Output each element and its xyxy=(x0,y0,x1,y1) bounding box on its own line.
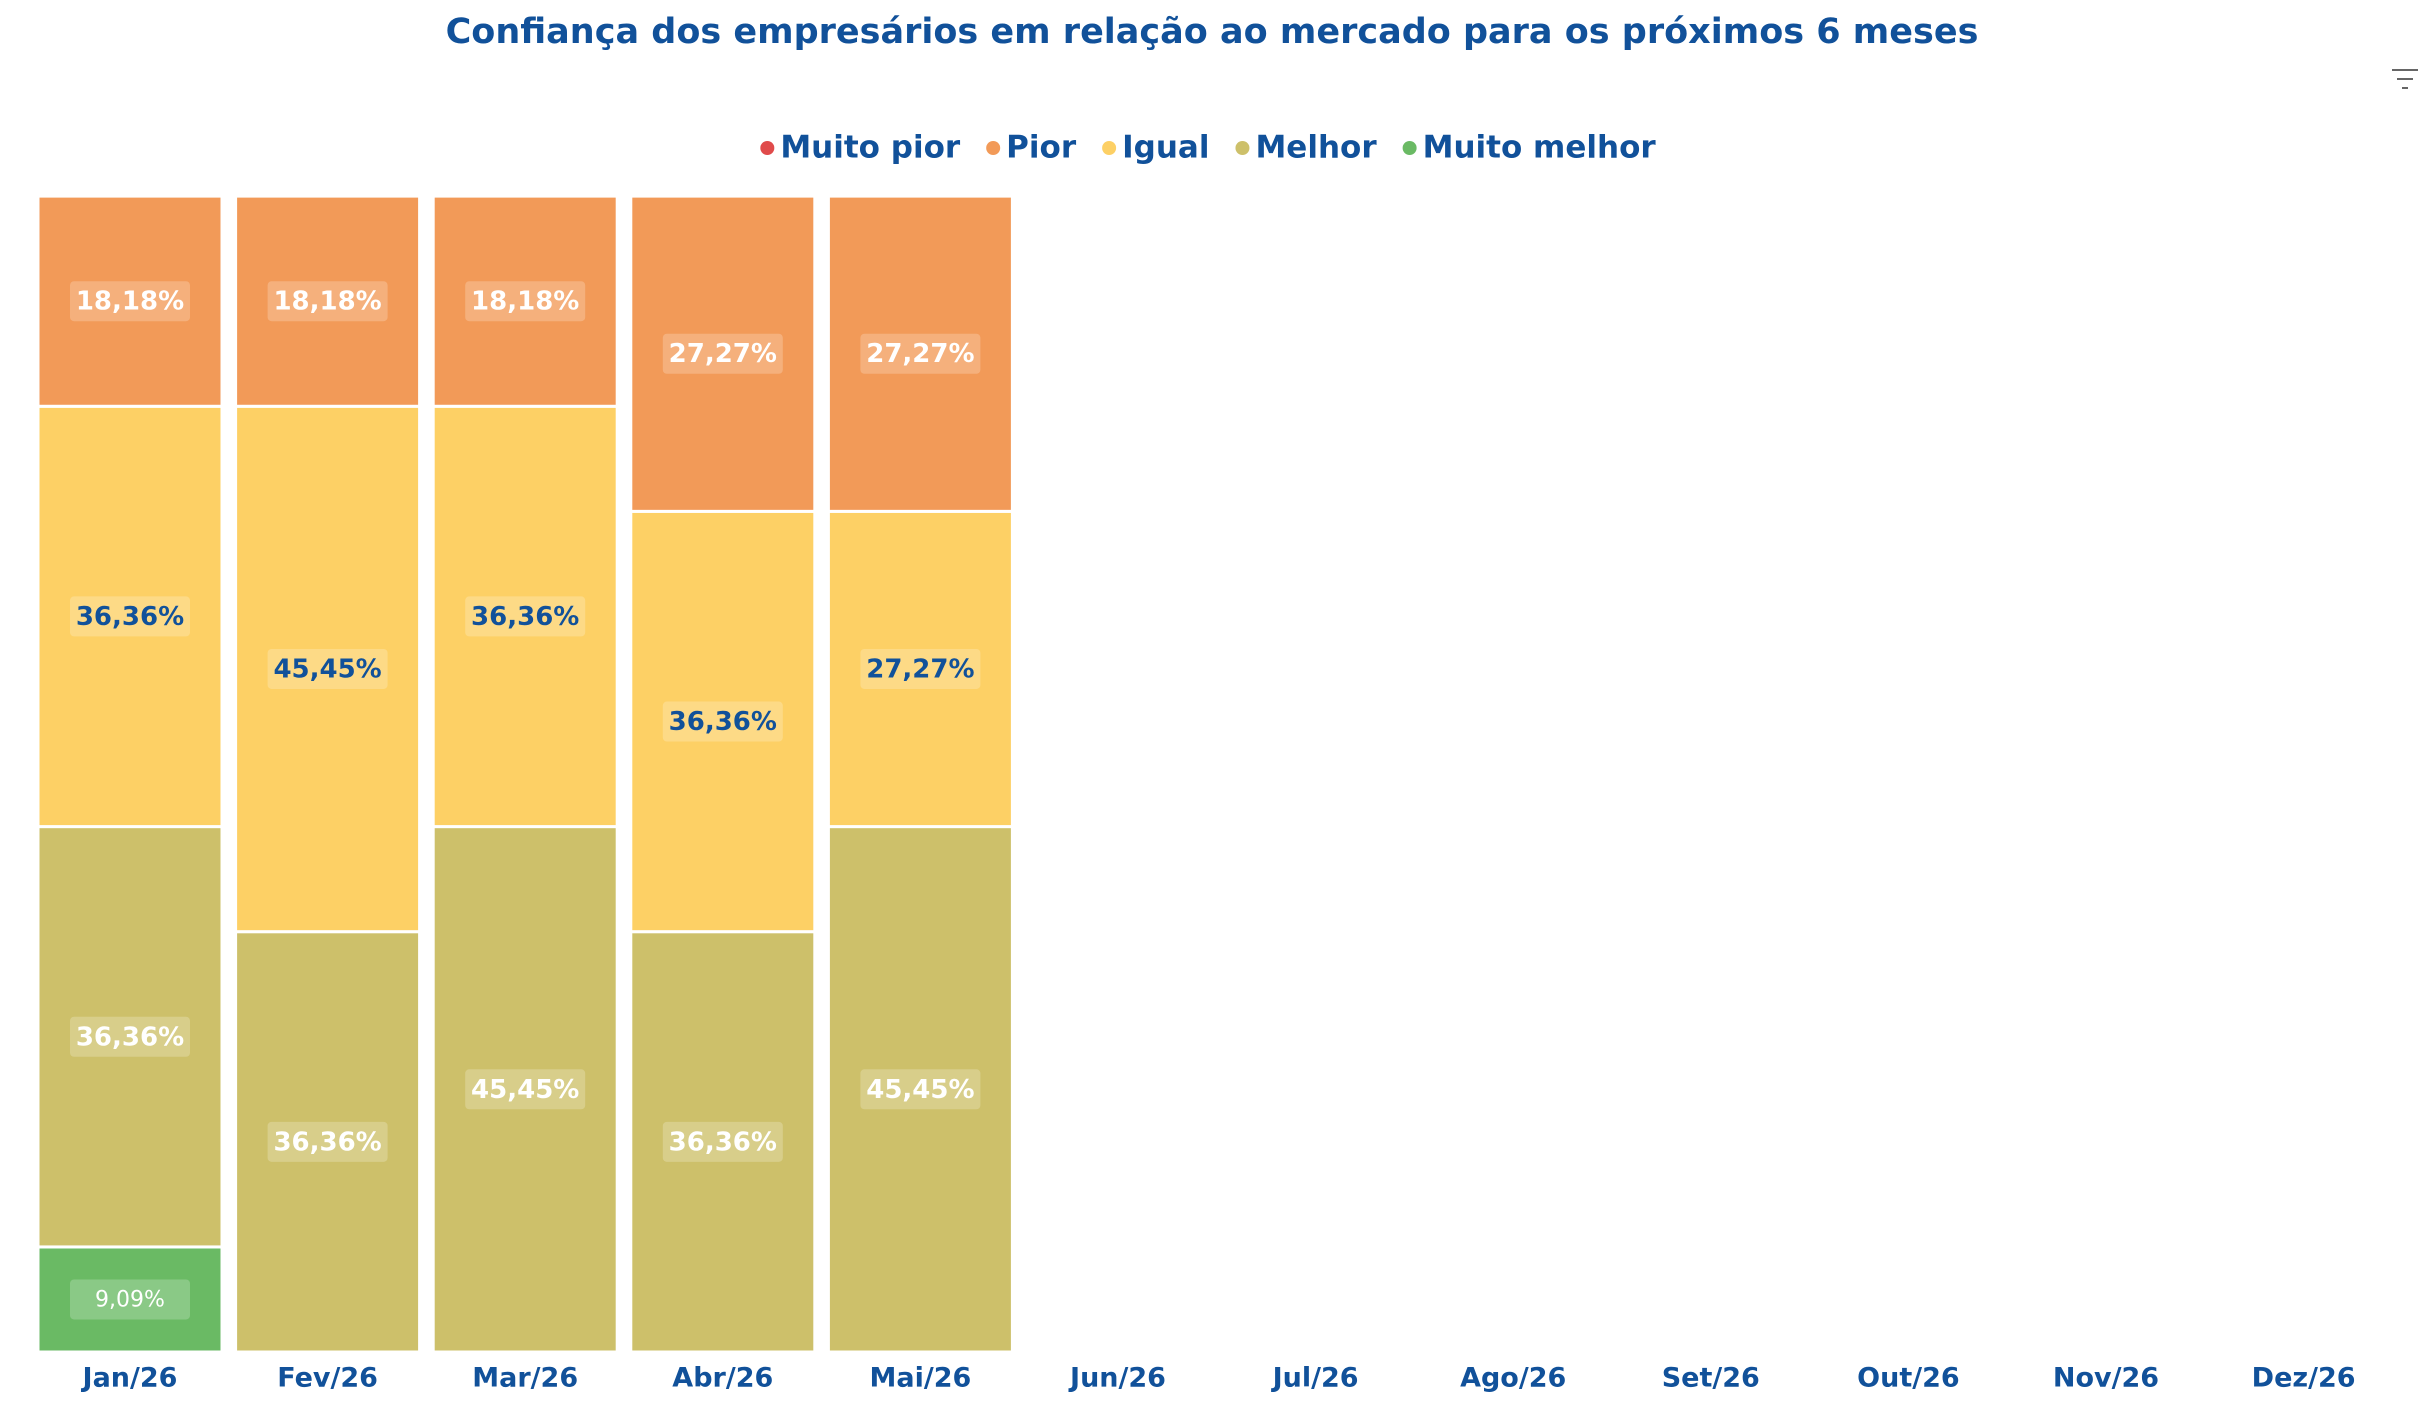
bar-segment xyxy=(826,194,1014,513)
value-label: 45,45% xyxy=(273,654,381,684)
value-label-bg xyxy=(860,1069,981,1110)
legend-marker xyxy=(760,141,775,155)
bar-segment xyxy=(431,404,619,829)
x-tick-label: Ago/26 xyxy=(1460,1363,1566,1394)
value-label: 18,18% xyxy=(471,287,579,317)
bar-segment xyxy=(36,404,224,829)
x-tick-label: Nov/26 xyxy=(2053,1363,2159,1394)
legend-label: Melhor xyxy=(1255,130,1377,166)
x-tick-label: Mai/26 xyxy=(870,1363,972,1394)
value-label: 36,36% xyxy=(471,602,579,632)
legend-marker xyxy=(986,141,1001,155)
value-label: 18,18% xyxy=(273,287,381,317)
bar-segment xyxy=(234,404,422,934)
value-label-bg xyxy=(662,701,783,742)
value-label-bg xyxy=(465,281,586,322)
chart-subtitle: Confiança dos empresários em relação ao … xyxy=(446,12,1979,52)
legend-marker xyxy=(1235,141,1250,155)
value-label: 36,36% xyxy=(669,707,777,737)
value-label-bg xyxy=(662,333,783,374)
value-label: 36,36% xyxy=(273,1127,381,1157)
bar-segment xyxy=(629,194,817,513)
bar-segment xyxy=(36,194,224,408)
legend-marker xyxy=(1402,141,1417,155)
value-label-bg xyxy=(70,1279,190,1320)
value-label: 36,36% xyxy=(76,1022,184,1052)
bar-segment xyxy=(234,930,422,1354)
bar-segment xyxy=(36,1245,224,1354)
value-label-bg xyxy=(70,1016,190,1057)
value-label-bg xyxy=(267,281,388,322)
value-label: 45,45% xyxy=(866,1075,974,1105)
value-label-bg xyxy=(70,281,190,322)
value-label-bg xyxy=(267,1121,388,1162)
bar-segment xyxy=(629,509,817,934)
filter-icon[interactable] xyxy=(2392,69,2418,89)
x-tick-label: Abr/26 xyxy=(672,1363,773,1394)
value-label-bg xyxy=(662,1121,783,1162)
x-tick-label: Fev/26 xyxy=(277,1363,378,1394)
value-label-bg xyxy=(267,648,388,689)
x-tick-label: Set/26 xyxy=(1662,1363,1760,1394)
value-label-bg xyxy=(860,648,981,689)
bar-segment xyxy=(234,194,422,408)
x-tick-label: Jan/26 xyxy=(81,1363,178,1394)
value-label: 36,36% xyxy=(76,602,184,632)
value-label-bg xyxy=(465,1069,586,1110)
value-label-bg xyxy=(860,333,981,374)
value-label: 36,36% xyxy=(669,1127,777,1157)
x-tick-label: Dez/26 xyxy=(2252,1363,2356,1394)
bar-segment xyxy=(431,825,619,1354)
value-label: 27,27% xyxy=(866,654,974,684)
bar-segment xyxy=(826,825,1014,1354)
value-label: 9,09% xyxy=(95,1287,165,1312)
x-tick-label: Jun/26 xyxy=(1068,1363,1166,1394)
x-tick-label: Out/26 xyxy=(1857,1363,1960,1394)
legend-label: Muito pior xyxy=(780,130,961,166)
x-tick-label: Jul/26 xyxy=(1271,1363,1359,1394)
value-label: 18,18% xyxy=(76,287,184,317)
value-label: 27,27% xyxy=(669,339,777,369)
legend-label: Pior xyxy=(1006,130,1077,166)
value-label: 27,27% xyxy=(866,339,974,369)
legend-marker xyxy=(1102,141,1117,155)
bar-segment xyxy=(431,194,619,408)
value-label-bg xyxy=(70,596,190,637)
bar-segment xyxy=(826,509,1014,829)
legend-label: Igual xyxy=(1122,130,1209,166)
value-label: 45,45% xyxy=(471,1075,579,1105)
bar-segment xyxy=(629,930,817,1354)
bar-segment xyxy=(36,825,224,1249)
x-tick-label: Mar/26 xyxy=(472,1363,578,1394)
legend-label: Muito melhor xyxy=(1423,130,1657,166)
value-label-bg xyxy=(465,596,586,637)
